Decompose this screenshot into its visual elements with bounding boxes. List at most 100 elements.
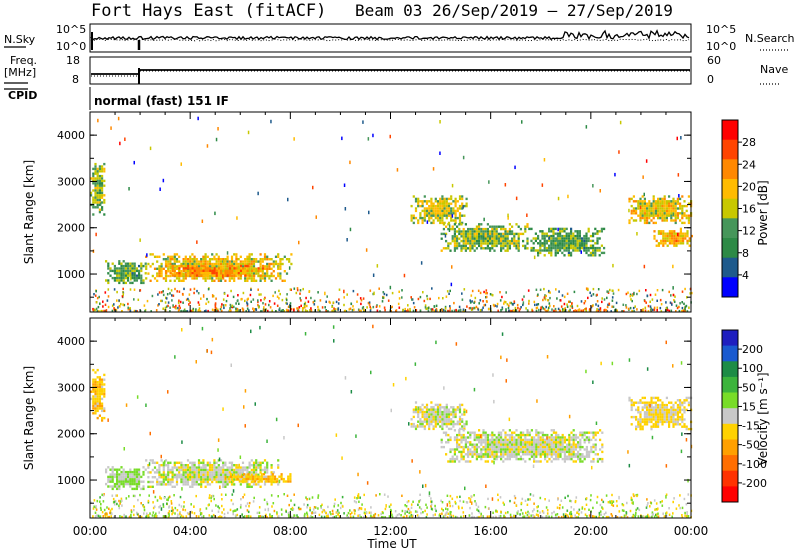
data-cell bbox=[657, 212, 660, 215]
ground-scatter-cell bbox=[296, 288, 299, 292]
data-cell bbox=[153, 476, 157, 479]
data-cell bbox=[228, 264, 232, 268]
ground-scatter-cell bbox=[625, 306, 628, 309]
data-cell bbox=[465, 422, 468, 426]
data-cell bbox=[124, 272, 127, 275]
data-cell bbox=[447, 460, 450, 463]
data-cell bbox=[425, 422, 429, 426]
ground-scatter-cell bbox=[555, 288, 557, 291]
data-cell bbox=[539, 239, 542, 243]
data-cell bbox=[189, 269, 192, 272]
ground-scatter-cell bbox=[519, 307, 521, 311]
data-cell bbox=[449, 242, 452, 245]
noise-cell bbox=[580, 250, 582, 254]
data-cell bbox=[173, 255, 176, 258]
data-cell bbox=[252, 260, 256, 263]
data-cell bbox=[495, 453, 498, 456]
data-cell bbox=[552, 436, 555, 439]
data-cell bbox=[215, 277, 218, 280]
data-cell bbox=[94, 378, 97, 381]
data-cell bbox=[180, 466, 183, 469]
data-cell bbox=[522, 445, 525, 449]
data-cell bbox=[544, 438, 547, 442]
data-cell bbox=[469, 244, 472, 248]
data-cell bbox=[473, 453, 476, 456]
data-cell bbox=[94, 186, 97, 190]
ground-scatter-cell bbox=[488, 515, 491, 518]
ground-scatter-cell bbox=[296, 287, 299, 290]
data-cell bbox=[561, 450, 564, 454]
data-cell bbox=[142, 470, 145, 474]
data-cell bbox=[579, 453, 582, 456]
data-cell bbox=[643, 216, 646, 220]
data-cell bbox=[250, 279, 253, 282]
data-cell bbox=[541, 436, 544, 439]
data-cell bbox=[215, 274, 218, 277]
ground-scatter-cell bbox=[513, 309, 516, 313]
data-cell bbox=[635, 212, 638, 215]
data-cell bbox=[495, 443, 498, 446]
data-cell bbox=[224, 485, 227, 488]
data-cell bbox=[643, 207, 646, 210]
data-cell bbox=[94, 189, 97, 192]
data-cell bbox=[659, 216, 662, 220]
data-cell bbox=[458, 418, 462, 421]
data-cell bbox=[122, 272, 125, 275]
ground-scatter-cell bbox=[558, 309, 561, 312]
ground-scatter-cell bbox=[214, 306, 217, 309]
ground-scatter-cell bbox=[514, 306, 517, 310]
ground-scatter-cell bbox=[261, 310, 263, 313]
ground-scatter-cell bbox=[684, 287, 686, 291]
data-cell bbox=[290, 253, 293, 256]
data-cell bbox=[480, 247, 483, 250]
ground-scatter-cell bbox=[444, 305, 447, 309]
data-cell bbox=[652, 413, 655, 416]
data-cell bbox=[153, 267, 157, 270]
data-cell bbox=[568, 443, 571, 446]
ground-scatter-cell bbox=[196, 289, 198, 293]
noise-cell bbox=[488, 180, 490, 184]
data-cell bbox=[441, 418, 444, 421]
data-cell bbox=[643, 219, 646, 222]
ground-scatter-cell bbox=[111, 309, 114, 313]
data-cell bbox=[193, 471, 196, 474]
data-cell bbox=[263, 258, 267, 261]
data-cell bbox=[101, 208, 104, 211]
data-cell bbox=[673, 232, 676, 235]
data-cell bbox=[246, 277, 249, 280]
data-cell bbox=[138, 470, 141, 474]
data-cell bbox=[230, 478, 234, 481]
data-cell bbox=[552, 441, 555, 444]
noise-cell bbox=[288, 266, 291, 270]
ground-scatter-cell bbox=[99, 302, 101, 305]
ground-scatter-cell bbox=[236, 310, 239, 313]
data-cell bbox=[445, 441, 448, 444]
data-cell bbox=[502, 438, 505, 442]
noise-cell bbox=[504, 183, 507, 187]
data-cell bbox=[555, 448, 558, 451]
data-cell bbox=[513, 455, 516, 458]
data-cell bbox=[230, 461, 234, 464]
data-cell bbox=[491, 450, 494, 454]
ground-scatter-cell bbox=[229, 307, 231, 310]
data-cell bbox=[561, 433, 564, 437]
data-cell bbox=[475, 436, 478, 439]
ground-scatter-cell bbox=[310, 296, 312, 300]
data-cell bbox=[469, 443, 472, 446]
data-cell bbox=[280, 477, 283, 481]
data-cell bbox=[541, 450, 544, 454]
data-cell bbox=[662, 244, 665, 247]
ground-scatter-cell bbox=[240, 298, 242, 301]
data-cell bbox=[578, 232, 581, 235]
data-cell bbox=[473, 249, 476, 252]
data-cell bbox=[450, 418, 453, 421]
data-cell bbox=[539, 443, 542, 446]
data-cell bbox=[495, 438, 498, 442]
ground-scatter-cell bbox=[155, 309, 158, 312]
noise-cell bbox=[628, 208, 630, 213]
data-cell bbox=[637, 408, 640, 412]
ground-scatter-cell bbox=[584, 300, 587, 303]
data-cell bbox=[226, 466, 229, 469]
ground-scatter-cell bbox=[167, 516, 170, 519]
data-cell bbox=[561, 445, 564, 449]
